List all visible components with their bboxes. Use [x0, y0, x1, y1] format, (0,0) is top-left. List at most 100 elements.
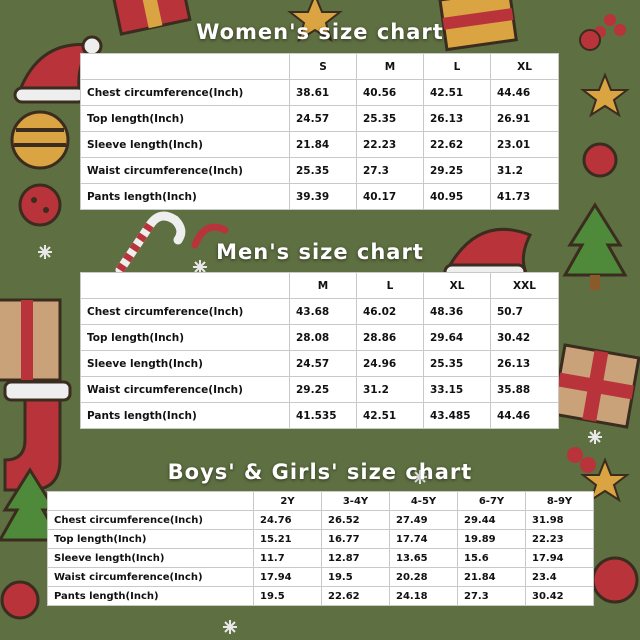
table-row: Chest circumference(Inch) 24.76 26.52 27.49… [47, 510, 594, 530]
table-cell: 19.89 [457, 529, 526, 549]
table-cell: 28.08 [289, 324, 357, 351]
table-cell: 27.3 [356, 157, 424, 184]
row-label: Waist circumference(Inch) [80, 157, 290, 184]
women-size-chart-title: Women's size chart [196, 20, 444, 44]
table-row: Top length(Inch) 28.08 28.86 29.64 30.42 [80, 324, 559, 351]
snowflake-icon [38, 245, 602, 634]
table-cell: 19.5 [253, 586, 322, 606]
size-header: 2Y [253, 491, 322, 511]
header-corner-cell [80, 53, 290, 80]
ornament-icon [579, 29, 601, 51]
table-cell: 42.51 [356, 402, 424, 429]
size-header: XL [423, 272, 491, 299]
table-cell: 39.39 [289, 183, 357, 210]
table-cell: 40.17 [356, 183, 424, 210]
table-row: Chest circumference(Inch) 38.61 40.56 42.51… [80, 79, 559, 106]
table-row: Waist circumference(Inch) 29.25 31.2 33.15 3… [80, 376, 559, 403]
table-cell: 16.77 [321, 529, 390, 549]
table-cell: 19.5 [321, 567, 390, 587]
table-cell: 30.42 [525, 586, 594, 606]
table-cell: 29.25 [423, 157, 491, 184]
table-cell: 40.95 [423, 183, 491, 210]
gift-box-icon [438, 0, 518, 52]
row-label: Chest circumference(Inch) [80, 298, 290, 325]
table-cell: 33.15 [423, 376, 491, 403]
row-label: Sleeve length(Inch) [80, 131, 290, 158]
table-row: Waist circumference(Inch) 25.35 27.3 29.25 3… [80, 157, 559, 184]
size-header: M [356, 53, 424, 80]
table-row: Pants length(Inch) 39.39 40.17 40.95 41.73 [80, 183, 559, 210]
size-header: L [356, 272, 424, 299]
row-label: Pants length(Inch) [80, 183, 290, 210]
table-cell: 15.21 [253, 529, 322, 549]
ornament-icon [0, 580, 40, 620]
table-cell: 41.535 [289, 402, 357, 429]
table-cell: 12.87 [321, 548, 390, 568]
table-cell: 42.51 [423, 79, 491, 106]
table-cell: 23.4 [525, 567, 594, 587]
size-header: XL [490, 53, 559, 80]
table-cell: 22.23 [525, 529, 594, 549]
table-cell: 26.91 [490, 105, 559, 132]
kids-size-table: 2Y 3-4Y 4-5Y 6-7Y 8-9Y Chest circumferen… [47, 491, 594, 606]
row-label: Sleeve length(Inch) [80, 350, 290, 377]
size-header: L [423, 53, 491, 80]
table-header-row: 2Y 3-4Y 4-5Y 6-7Y 8-9Y [47, 491, 594, 511]
table-cell: 38.61 [289, 79, 357, 106]
size-header: 3-4Y [321, 491, 390, 511]
table-cell: 24.96 [356, 350, 424, 377]
table-cell: 41.73 [490, 183, 559, 210]
stocking-icon [3, 380, 72, 492]
size-header: XXL [490, 272, 559, 299]
table-cell: 26.13 [423, 105, 491, 132]
table-cell: 31.98 [525, 510, 594, 530]
table-cell: 20.28 [389, 567, 458, 587]
ornament-icon [582, 142, 618, 178]
row-label: Pants length(Inch) [80, 402, 290, 429]
kids-size-chart-title: Boys' & Girls' size chart [167, 460, 473, 484]
table-header-row: S M L XL [80, 53, 559, 80]
men-size-table: M L XL XXL Chest circumference(Inch) 43.6… [80, 272, 559, 429]
header-corner-cell [80, 272, 290, 299]
table-cell: 29.44 [457, 510, 526, 530]
holly-icon [594, 14, 626, 38]
table-cell: 29.64 [423, 324, 491, 351]
table-cell: 22.62 [423, 131, 491, 158]
table-cell: 25.35 [356, 105, 424, 132]
table-cell: 40.56 [356, 79, 424, 106]
table-cell: 26.52 [321, 510, 390, 530]
row-label: Chest circumference(Inch) [80, 79, 290, 106]
ornament-icon [10, 110, 70, 227]
gift-box-icon [551, 343, 640, 429]
header-corner-cell [47, 491, 254, 511]
row-label: Waist circumference(Inch) [80, 376, 290, 403]
size-header: 6-7Y [457, 491, 526, 511]
table-cell: 17.94 [253, 567, 322, 587]
table-row: Chest circumference(Inch) 43.68 46.02 48.36… [80, 298, 559, 325]
star-icon [580, 457, 630, 503]
table-header-row: M L XL XXL [80, 272, 559, 299]
table-cell: 46.02 [356, 298, 424, 325]
table-cell: 30.42 [490, 324, 559, 351]
table-cell: 44.46 [490, 402, 559, 429]
size-header: 8-9Y [525, 491, 594, 511]
table-cell: 50.7 [490, 298, 559, 325]
table-row: Sleeve length(Inch) 21.84 22.23 22.62 23.01 [80, 131, 559, 158]
candy-cane-icon [115, 211, 186, 275]
ornament-icon [591, 556, 639, 604]
row-label: Sleeve length(Inch) [47, 548, 254, 568]
table-cell: 17.94 [525, 548, 594, 568]
table-cell: 31.2 [490, 157, 559, 184]
table-cell: 24.57 [289, 350, 357, 377]
table-cell: 21.84 [289, 131, 357, 158]
table-cell: 23.01 [490, 131, 559, 158]
table-cell: 27.3 [457, 586, 526, 606]
table-cell: 43.485 [423, 402, 491, 429]
candy-cane-icon [191, 223, 229, 249]
table-cell: 26.13 [490, 350, 559, 377]
table-cell: 24.18 [389, 586, 458, 606]
row-label: Top length(Inch) [47, 529, 254, 549]
table-cell: 35.88 [490, 376, 559, 403]
table-cell: 27.49 [389, 510, 458, 530]
men-size-chart-title: Men's size chart [216, 240, 424, 264]
